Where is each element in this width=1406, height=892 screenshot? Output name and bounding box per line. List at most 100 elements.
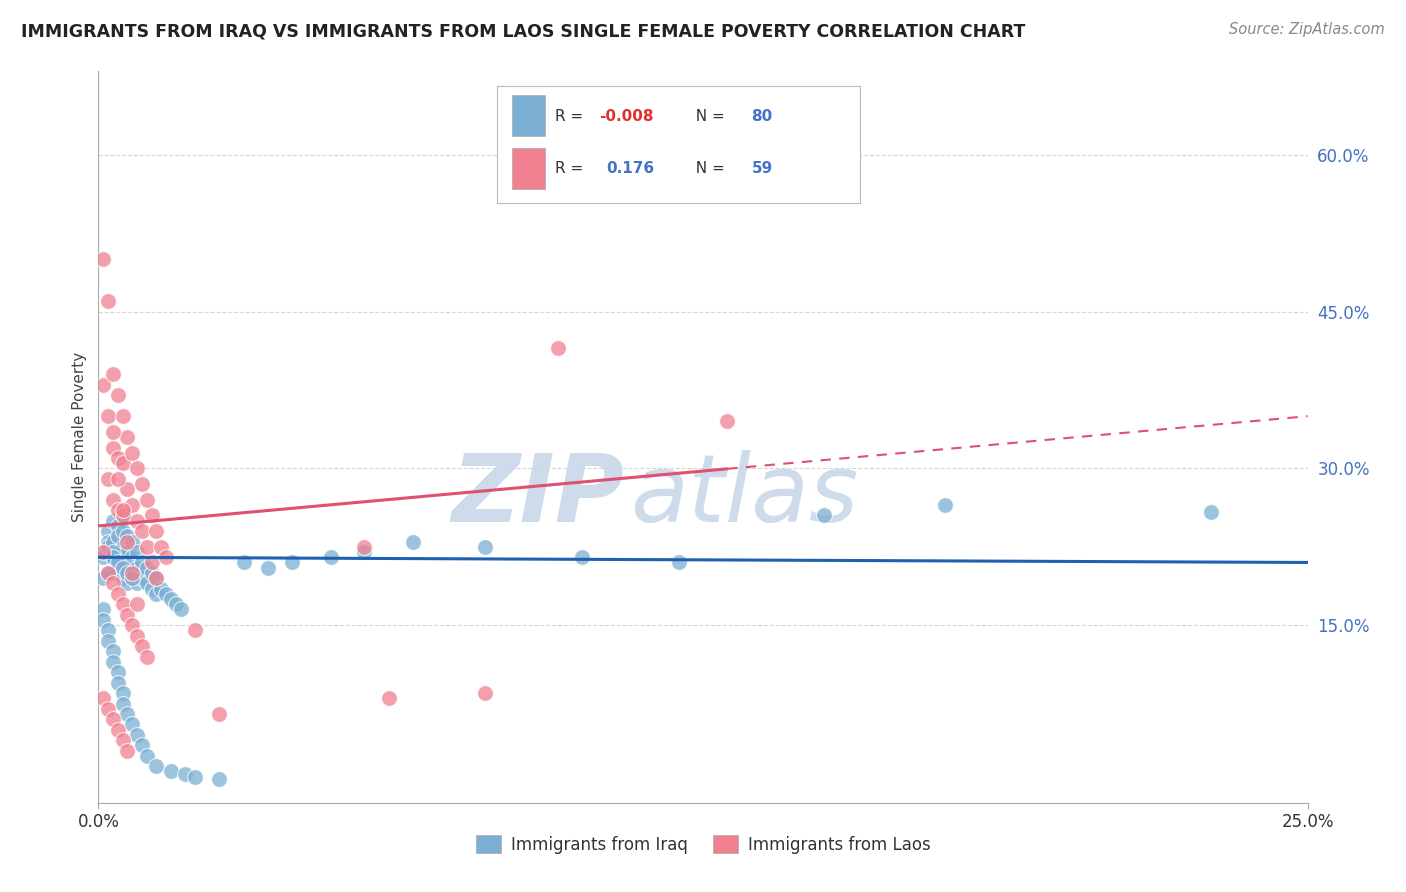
Point	[145, 759, 167, 773]
Point	[474, 540, 496, 554]
Point	[121, 566, 143, 580]
Point	[97, 633, 120, 648]
Point	[111, 409, 134, 424]
Point	[107, 388, 129, 402]
Point	[127, 629, 149, 643]
Point	[127, 461, 149, 475]
Point	[91, 550, 114, 565]
Point	[111, 686, 134, 700]
Point	[117, 529, 139, 543]
Point	[127, 560, 149, 574]
Point	[281, 556, 304, 570]
Point	[91, 377, 114, 392]
Point	[107, 665, 129, 680]
Point	[131, 556, 153, 570]
Point	[107, 675, 129, 690]
Point	[135, 492, 157, 507]
Point	[141, 582, 163, 596]
Point	[111, 733, 134, 747]
Point	[131, 639, 153, 653]
Point	[111, 456, 134, 470]
Point	[353, 540, 375, 554]
Point	[184, 624, 207, 638]
Point	[111, 556, 134, 570]
Point	[101, 550, 124, 565]
Point	[107, 545, 129, 559]
Point	[571, 550, 593, 565]
Point	[107, 587, 129, 601]
Point	[155, 587, 177, 601]
Point	[107, 503, 129, 517]
Point	[127, 514, 149, 528]
Point	[107, 560, 129, 574]
Point	[101, 576, 124, 591]
Point	[117, 534, 139, 549]
Point	[97, 294, 120, 309]
Point	[97, 566, 120, 580]
Point	[101, 441, 124, 455]
Point	[232, 556, 254, 570]
Point	[127, 576, 149, 591]
Point	[934, 498, 956, 512]
Point	[101, 655, 124, 669]
Point	[121, 566, 143, 580]
Point	[813, 508, 835, 523]
Point	[101, 425, 124, 439]
Point	[107, 472, 129, 486]
Point	[101, 566, 124, 580]
Point	[111, 697, 134, 711]
Point	[107, 529, 129, 543]
Point	[97, 472, 120, 486]
Point	[101, 712, 124, 726]
Point	[121, 534, 143, 549]
Point	[145, 571, 167, 585]
Point	[111, 571, 134, 585]
Point	[121, 571, 143, 585]
Point	[101, 534, 124, 549]
Point	[117, 430, 139, 444]
Point	[111, 540, 134, 554]
Point	[141, 508, 163, 523]
Point	[97, 534, 120, 549]
Point	[91, 545, 114, 559]
Point	[101, 514, 124, 528]
Point	[101, 644, 124, 658]
Point	[97, 566, 120, 580]
Point	[131, 739, 153, 753]
Point	[111, 508, 134, 523]
Point	[135, 748, 157, 763]
Point	[319, 550, 342, 565]
Point	[256, 560, 278, 574]
Point	[101, 545, 124, 559]
Point	[402, 534, 425, 549]
Point	[208, 772, 231, 786]
Point	[141, 566, 163, 580]
Point	[97, 524, 120, 538]
Point	[97, 540, 120, 554]
Point	[107, 450, 129, 465]
Point	[107, 723, 129, 737]
Point	[474, 686, 496, 700]
Text: Source: ZipAtlas.com: Source: ZipAtlas.com	[1229, 22, 1385, 37]
Point	[135, 649, 157, 664]
Point	[165, 597, 187, 611]
Point	[117, 706, 139, 721]
Legend: Immigrants from Iraq, Immigrants from Laos: Immigrants from Iraq, Immigrants from La…	[470, 829, 936, 860]
Point	[97, 624, 120, 638]
Point	[127, 545, 149, 559]
Point	[111, 597, 134, 611]
Point	[145, 524, 167, 538]
Point	[135, 560, 157, 574]
Text: ZIP: ZIP	[451, 450, 624, 541]
Point	[208, 706, 231, 721]
Point	[111, 524, 134, 538]
Point	[121, 498, 143, 512]
Point	[127, 597, 149, 611]
Point	[150, 582, 173, 596]
Text: IMMIGRANTS FROM IRAQ VS IMMIGRANTS FROM LAOS SINGLE FEMALE POVERTY CORRELATION C: IMMIGRANTS FROM IRAQ VS IMMIGRANTS FROM …	[21, 22, 1025, 40]
Point	[121, 550, 143, 565]
Point	[121, 618, 143, 632]
Point	[141, 556, 163, 570]
Point	[1199, 505, 1222, 519]
Point	[107, 556, 129, 570]
